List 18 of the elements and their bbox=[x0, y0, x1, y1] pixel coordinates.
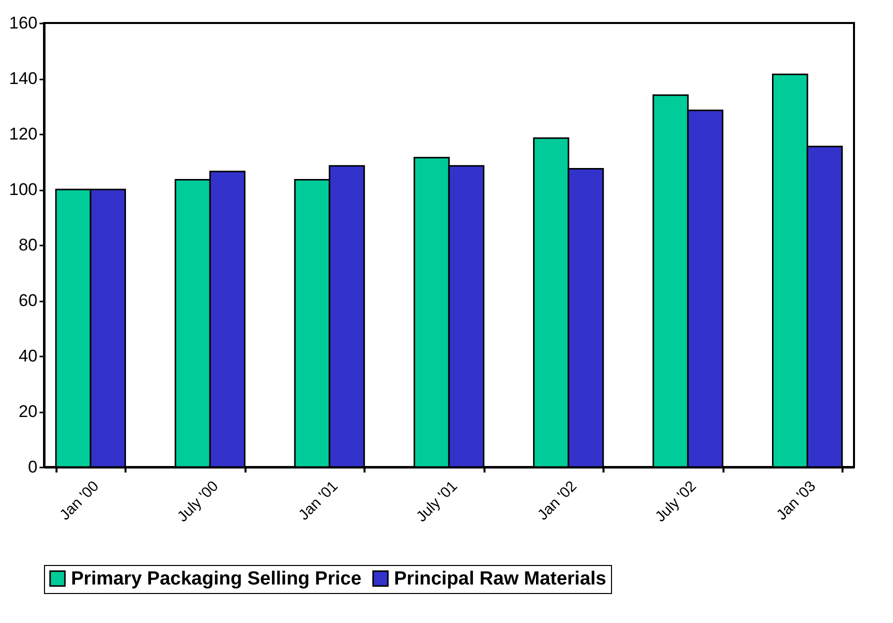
x-tick-label: July '00 bbox=[174, 478, 222, 526]
x-tick-label: July '01 bbox=[413, 478, 461, 526]
y-tick-label: 100 bbox=[9, 180, 38, 199]
x-tick-label: Jan '00 bbox=[56, 478, 102, 524]
x-tick-label: Jan '01 bbox=[295, 478, 342, 524]
y-tick-label: 160 bbox=[9, 14, 38, 32]
y-tick-label: 140 bbox=[9, 69, 38, 88]
y-tick-label: 60 bbox=[18, 291, 38, 310]
y-tick-label: 120 bbox=[9, 124, 38, 144]
x-tick-label: Jan '03 bbox=[773, 478, 820, 524]
y-tick-label: 20 bbox=[18, 402, 38, 421]
y-tick-label: 80 bbox=[18, 236, 38, 254]
y-tick-label: 40 bbox=[18, 346, 38, 366]
legend-label: Principal Raw Materials bbox=[394, 568, 606, 590]
x-tick-label: Jan '02 bbox=[534, 478, 580, 524]
x-tick-label: July '02 bbox=[652, 478, 700, 526]
y-tick-label: 0 bbox=[28, 458, 38, 476]
legend-label: Primary Packaging Selling Price bbox=[71, 568, 362, 590]
